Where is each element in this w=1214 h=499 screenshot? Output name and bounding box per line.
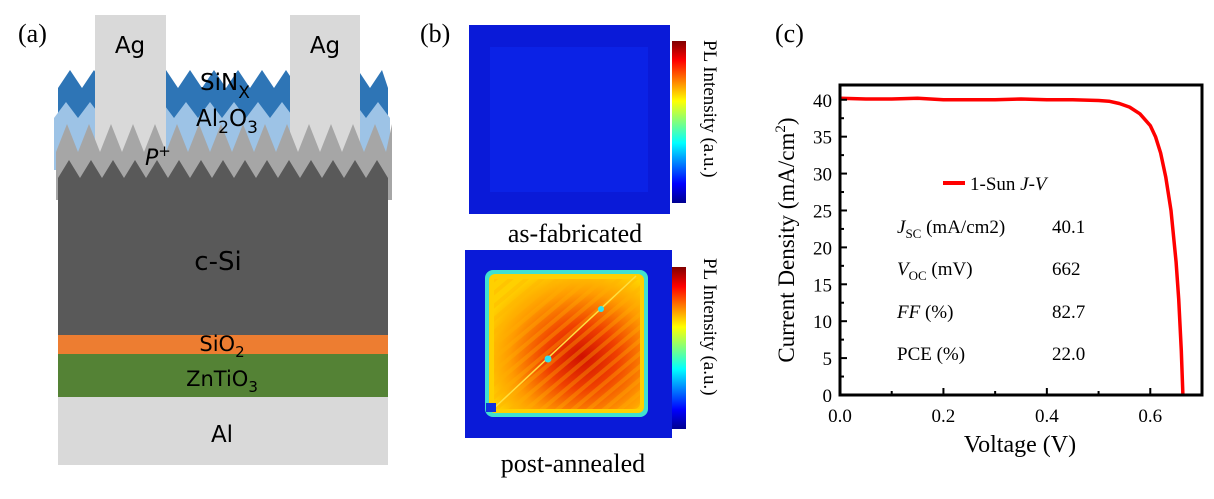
c-si-label: c-Si xyxy=(194,247,241,277)
metric-value: 22.0 xyxy=(1052,344,1085,365)
y-tick-label: 20 xyxy=(813,238,832,259)
metric-row: JSC (mA/cm2) 40.1 xyxy=(897,217,1085,241)
x-tick-label: 0.4 xyxy=(1035,406,1059,427)
panel-c-jv-chart: (c) 0.0 0.2 0.4 0.6 0 5 10 15 20 25 30 35 40 Voltage… xyxy=(773,19,1204,458)
pl-map-diagonal xyxy=(491,275,637,411)
y-tick-label: 25 xyxy=(813,201,832,222)
zntio3-label: ZnTiO3 xyxy=(186,367,258,396)
zntio3-layer xyxy=(58,354,388,397)
ag-left-label: Ag xyxy=(115,33,145,59)
y-tick-label: 35 xyxy=(813,128,832,149)
al2o3-label: Al2O3 xyxy=(196,106,258,138)
metric-label: PCE (%) xyxy=(897,344,965,365)
metrics-table: JSC (mA/cm2) 40.1 VOC (mV) 662 FF (%) 82.7 PCE… xyxy=(896,217,1085,365)
jv-curve xyxy=(839,96,1185,396)
pl-map-texture xyxy=(494,279,640,409)
colorbar xyxy=(672,41,686,203)
c-si-layer xyxy=(58,160,388,336)
metric-label: VOC (mV) xyxy=(897,259,973,283)
x-tick-label: 0.2 xyxy=(932,406,956,427)
x-axis-label: Voltage (V) xyxy=(964,432,1076,458)
map-caption: post-annealed xyxy=(501,449,645,478)
metric-label: FF (%) xyxy=(896,302,953,323)
pl-map-post-annealed: PL Intensity (a.u.) post-annealed xyxy=(465,250,720,478)
colorbar-label: PL Intensity (a.u.) xyxy=(699,258,720,396)
y-tick-label: 30 xyxy=(813,165,832,186)
pl-map-dot xyxy=(598,306,604,312)
al-label: Al xyxy=(211,422,233,448)
panel-c-label: (c) xyxy=(775,19,804,48)
ag-right-label: Ag xyxy=(310,33,340,59)
metric-value: 82.7 xyxy=(1052,302,1085,323)
panel-b-label: (b) xyxy=(420,19,450,48)
sio2-layer xyxy=(58,335,388,354)
sio2-label: SiO2 xyxy=(199,332,244,361)
colorbar xyxy=(672,267,686,429)
y-axis-label: Current Density (mA/cm2) xyxy=(773,117,799,362)
y-tick-label: 5 xyxy=(823,349,833,370)
x-tick-label: 0.6 xyxy=(1138,406,1162,427)
colorbar-label: PL Intensity (a.u.) xyxy=(699,40,720,178)
metric-row: PCE (%) 22.0 xyxy=(897,344,1085,365)
pl-map-corner xyxy=(486,403,496,412)
metric-row: VOC (mV) 662 xyxy=(897,259,1081,283)
legend-label: 1-Sun J-V xyxy=(970,174,1049,195)
panel-a-cell-schematic: (a) Ag Ag SiNX Al2O3 P+ c-Si SiO2 ZnTiO3… xyxy=(18,15,392,465)
metric-value: 40.1 xyxy=(1052,217,1085,238)
y-tick-label: 40 xyxy=(813,91,832,112)
pl-map-as-fabricated: PL Intensity (a.u.) as-fabricated xyxy=(469,25,720,248)
sinx-label: SiNX xyxy=(200,70,250,103)
metric-label: JSC (mA/cm2) xyxy=(897,217,1005,241)
legend: 1-Sun J-V xyxy=(943,174,1049,195)
metric-value: 662 xyxy=(1052,259,1081,280)
y-tick-label: 15 xyxy=(813,275,832,296)
ag-contact-right xyxy=(290,15,360,155)
x-tick-label: 0.0 xyxy=(828,406,852,427)
al-layer xyxy=(58,397,388,465)
panel-b-pl-maps: (b) PL Intensity (a.u.) as-fabricated PL… xyxy=(420,19,720,478)
panel-a-label: (a) xyxy=(18,19,47,48)
pl-map-cell-area xyxy=(490,47,648,192)
map-caption: as-fabricated xyxy=(508,219,642,248)
pl-map-dot xyxy=(544,355,552,363)
plot-frame xyxy=(838,83,1204,397)
metric-row: FF (%) 82.7 xyxy=(896,302,1085,323)
y-tick-label: 10 xyxy=(813,312,832,333)
y-tick-label: 0 xyxy=(823,386,833,407)
p-plus-label: P+ xyxy=(145,142,171,171)
